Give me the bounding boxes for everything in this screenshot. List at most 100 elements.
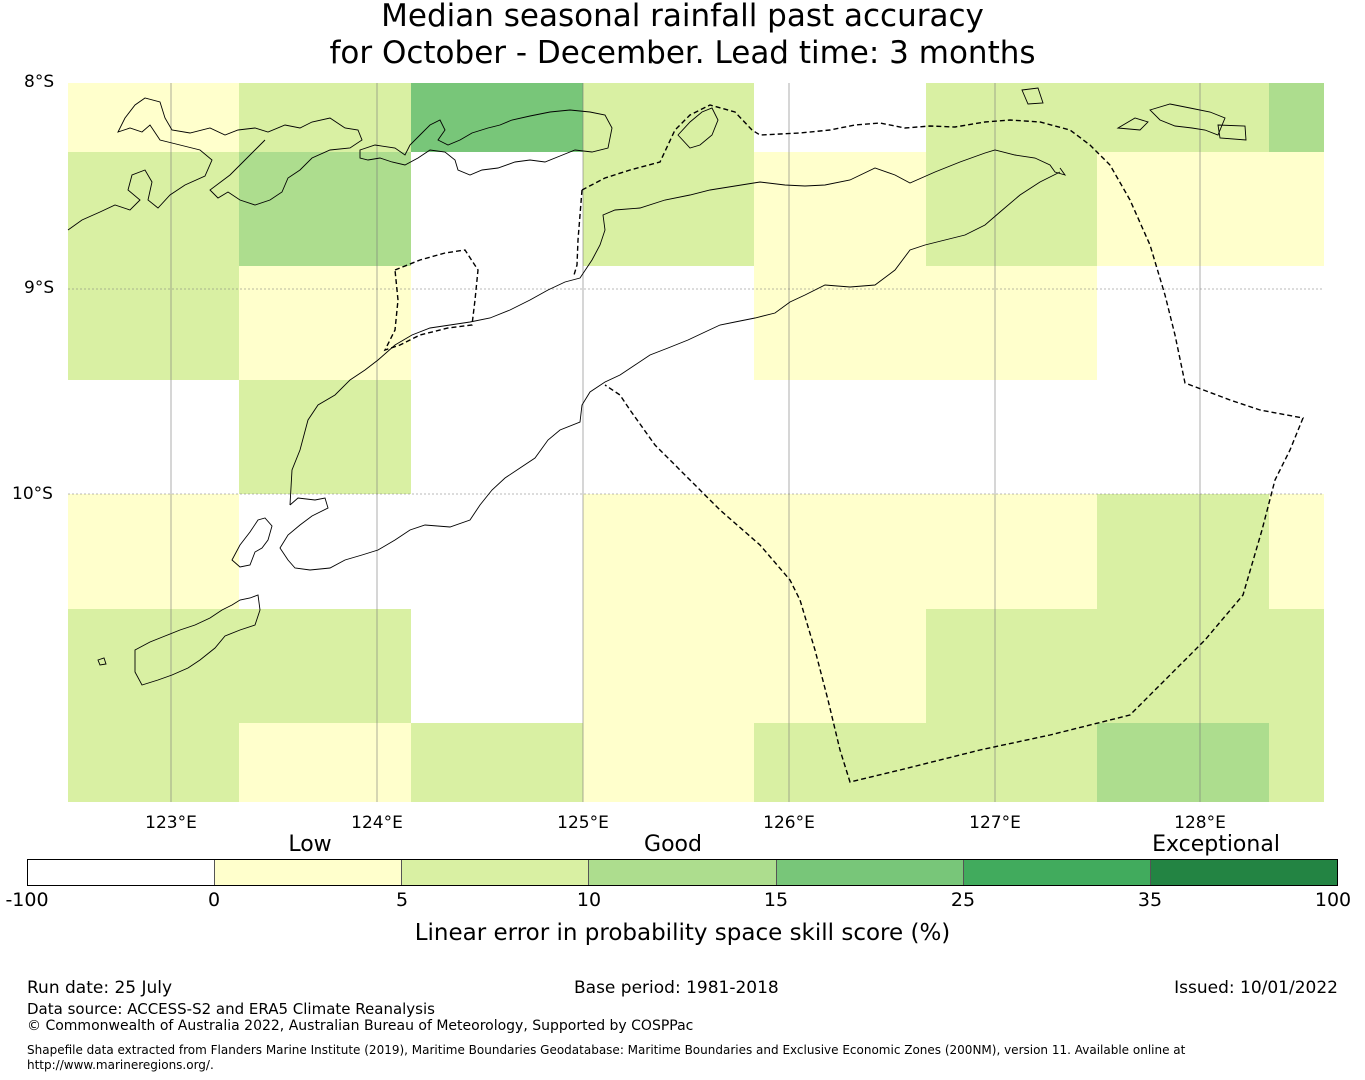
skill-cell xyxy=(1269,83,1324,152)
small-island-1 xyxy=(1116,117,1149,131)
lon-label-124e: 124°E xyxy=(351,813,403,833)
chart-title-line-1: Median seasonal rainfall past accuracy xyxy=(381,0,984,34)
skill-cell xyxy=(239,83,411,152)
skill-grid xyxy=(68,83,1324,802)
colorbar-tick-label: 25 xyxy=(950,889,976,911)
skill-cell xyxy=(68,380,239,494)
issued-date: Issued: 10/01/2022 xyxy=(1174,978,1338,998)
skill-cell xyxy=(239,266,411,380)
skill-cell xyxy=(1097,266,1269,380)
skill-cell xyxy=(926,266,1097,380)
colorbar-category-good: Good xyxy=(644,832,702,857)
lat-label-8s: 8°S xyxy=(24,72,55,92)
colorbar-category-exceptional: Exceptional xyxy=(1152,832,1280,857)
skill-cell xyxy=(926,380,1097,494)
skill-cell xyxy=(411,723,583,802)
colorbar xyxy=(27,859,1338,886)
eez-boundary-west xyxy=(573,189,583,276)
maritime-boundaries xyxy=(383,104,1304,783)
skill-cell xyxy=(1269,609,1324,723)
colorbar-segment xyxy=(776,860,964,885)
wetar-island xyxy=(1021,87,1044,105)
skill-cell xyxy=(1097,723,1269,802)
adonara-lembata-coast xyxy=(359,109,613,176)
skill-cell xyxy=(754,380,926,494)
skill-cell xyxy=(926,494,1097,609)
run-date: Run date: 25 July xyxy=(27,978,173,998)
skill-cell xyxy=(239,723,411,802)
skill-cell xyxy=(239,380,411,494)
colorbar-segment xyxy=(963,860,1151,885)
flores-coast xyxy=(67,97,363,231)
skill-cell xyxy=(411,380,583,494)
lon-label-125e: 125°E xyxy=(557,813,609,833)
rote-island xyxy=(231,517,273,568)
colorbar-category-low: Low xyxy=(288,832,332,857)
small-island-2 xyxy=(1217,124,1247,141)
skill-cell xyxy=(1097,609,1269,723)
skill-cell xyxy=(583,83,754,152)
colorbar-tick-label: 10 xyxy=(576,889,602,911)
colorbar-axis-label: Linear error in probability space skill … xyxy=(414,920,951,946)
skill-cell xyxy=(583,266,754,380)
skill-map xyxy=(67,83,1324,802)
skill-cell xyxy=(1269,723,1324,802)
shapefile-credit: Shapefile data extracted from Flanders M… xyxy=(27,1043,1186,1072)
skill-cell xyxy=(68,723,239,802)
skill-cell xyxy=(1097,152,1269,266)
colorbar-tick-label: 15 xyxy=(763,889,789,911)
skill-cell xyxy=(583,152,754,266)
skill-cell xyxy=(583,380,754,494)
wetar-east xyxy=(1149,103,1226,136)
skill-cell xyxy=(68,494,239,609)
lat-label-10s: 10°S xyxy=(12,484,53,504)
skill-cell xyxy=(239,494,411,609)
skill-cell xyxy=(68,266,239,380)
skill-cell xyxy=(754,723,926,802)
skill-cell xyxy=(411,494,583,609)
skill-cell xyxy=(68,83,239,152)
copyright: © Commonwealth of Australia 2022, Austra… xyxy=(27,1018,694,1034)
skill-cell xyxy=(754,266,926,380)
colorbar-tick-label: 0 xyxy=(207,889,221,911)
skill-cell xyxy=(1269,266,1324,380)
skill-cell xyxy=(926,83,1097,152)
skill-cell xyxy=(411,152,583,266)
skill-cell xyxy=(1097,380,1269,494)
skill-cell xyxy=(754,152,926,266)
lon-label-123e: 123°E xyxy=(145,813,197,833)
skill-cell xyxy=(1269,380,1324,494)
alor-island xyxy=(677,107,719,149)
skill-cell xyxy=(68,609,239,723)
colorbar-segment xyxy=(28,860,216,885)
skill-cell xyxy=(926,723,1097,802)
lon-label-126e: 126°E xyxy=(763,813,815,833)
skill-cell xyxy=(754,609,926,723)
skill-cell xyxy=(754,83,926,152)
skill-cell xyxy=(1269,494,1324,609)
skill-cell xyxy=(926,609,1097,723)
lat-label-9s: 9°S xyxy=(24,278,55,298)
skill-cell xyxy=(411,609,583,723)
colorbar-tick-label: -100 xyxy=(5,889,49,911)
timor-south-coast xyxy=(279,171,1061,571)
skill-cell xyxy=(239,609,411,723)
skill-cell xyxy=(583,609,754,723)
skill-cell xyxy=(411,266,583,380)
eez-boundary-oecusse xyxy=(383,249,479,352)
skill-cell xyxy=(926,152,1097,266)
skill-cell xyxy=(68,152,239,266)
lon-label-128e: 128°E xyxy=(1174,813,1226,833)
sawu-island xyxy=(134,594,261,686)
colorbar-tick-label: 100 xyxy=(1314,889,1352,911)
skill-cell xyxy=(583,723,754,802)
skill-cell xyxy=(239,152,411,266)
sawu-islet xyxy=(97,657,107,666)
skill-cell xyxy=(1269,152,1324,266)
base-period: Base period: 1981-2018 xyxy=(574,978,779,998)
skill-cell xyxy=(411,83,583,152)
lon-label-127e: 127°E xyxy=(969,813,1021,833)
colorbar-tick-label: 5 xyxy=(395,889,409,911)
colorbar-segment xyxy=(589,860,777,885)
timor-north-coast xyxy=(289,149,1067,506)
